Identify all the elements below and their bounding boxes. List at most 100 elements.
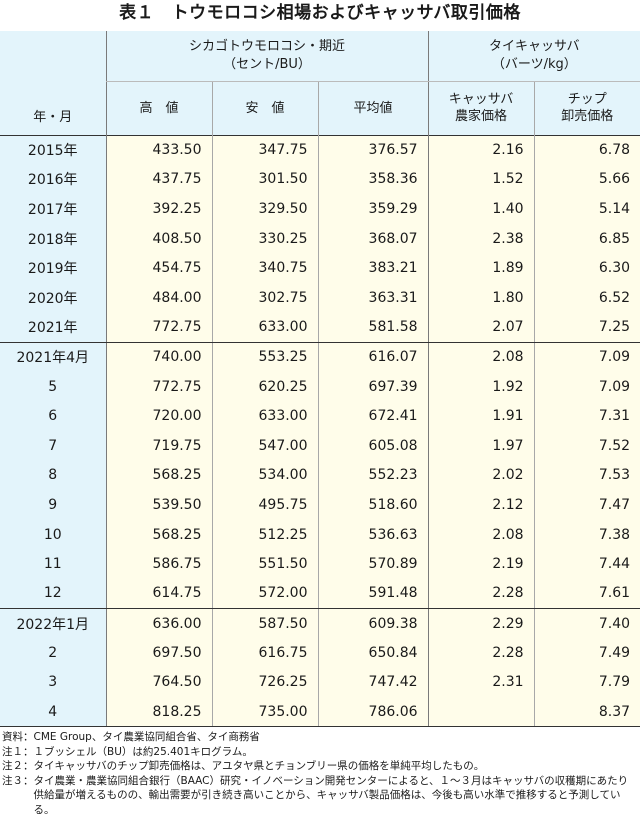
high-cell: 568.25 bbox=[106, 519, 212, 550]
farm-price-cell: 2.28 bbox=[427, 638, 535, 668]
farm-price-header-line2: 農家価格 bbox=[455, 109, 508, 124]
chip-price-cell: 7.09 bbox=[533, 371, 640, 402]
table-row: 2019年 454.75 340.75 383.21 1.89 6.30 bbox=[0, 253, 640, 283]
avg-cell: 368.07 bbox=[317, 223, 429, 254]
row-label: 9 bbox=[0, 490, 107, 520]
row-label: 2021年4月 bbox=[0, 342, 107, 372]
farm-price-cell: 2.31 bbox=[427, 667, 535, 698]
table-title: 表１ トウモロコシ相場およびキャッサバ取引価格 bbox=[119, 3, 521, 23]
farm-price-cell: 2.29 bbox=[427, 608, 535, 639]
farm-price-cell: 2.38 bbox=[427, 223, 535, 254]
table-row: 9 539.50 495.75 518.60 2.12 7.47 bbox=[0, 490, 640, 520]
farm-price-cell: 2.19 bbox=[427, 549, 535, 579]
low-cell: 633.00 bbox=[211, 401, 318, 431]
chip-price-cell: 7.47 bbox=[533, 490, 640, 520]
row-label: 4 bbox=[0, 697, 107, 728]
note-key: 注３： bbox=[2, 774, 34, 787]
avg-cell: 786.06 bbox=[317, 697, 429, 728]
row-label: 8 bbox=[0, 460, 107, 491]
farm-price-cell: 2.08 bbox=[427, 519, 535, 550]
chip-price-cell: 7.40 bbox=[533, 608, 640, 639]
chip-price-cell: 5.66 bbox=[533, 164, 640, 195]
low-cell: 330.25 bbox=[211, 223, 318, 254]
avg-cell: 363.31 bbox=[317, 282, 429, 313]
note-text: タイ農業・農業協同組合銀行（BAAC）研究・イノベーション開発センターによると、… bbox=[33, 774, 629, 816]
row-label: 2021年 bbox=[0, 312, 107, 343]
table-row: 2022年1月 636.00 587.50 609.38 2.29 7.40 bbox=[0, 608, 640, 639]
chip-price-cell: 6.85 bbox=[533, 223, 640, 254]
chip-price-cell: 8.37 bbox=[533, 697, 640, 728]
table-row: 2021年4月 740.00 553.25 616.07 2.08 7.09 bbox=[0, 342, 640, 372]
low-cell: 726.25 bbox=[211, 667, 318, 698]
low-header: 安 値 bbox=[211, 81, 318, 135]
chip-price-cell: 7.38 bbox=[533, 519, 640, 550]
low-cell: 340.75 bbox=[211, 253, 318, 283]
avg-cell: 570.89 bbox=[317, 549, 429, 579]
high-cell: 764.50 bbox=[106, 667, 212, 698]
farm-price-cell: 1.92 bbox=[427, 371, 535, 402]
table-row: 7 719.75 547.00 605.08 1.97 7.52 bbox=[0, 430, 640, 461]
high-cell: 720.00 bbox=[106, 401, 212, 431]
avg-cell: 697.39 bbox=[317, 371, 429, 402]
farm-price-header: キャッサバ 農家価格 bbox=[427, 81, 535, 135]
low-cell: 553.25 bbox=[211, 342, 318, 372]
table-row: 2018年 408.50 330.25 368.07 2.38 6.85 bbox=[0, 223, 640, 254]
row-label: 10 bbox=[0, 519, 107, 550]
chip-price-cell: 7.53 bbox=[533, 460, 640, 491]
cassava-group-title: タイキャッサバ bbox=[489, 38, 580, 54]
row-label: 2019年 bbox=[0, 253, 107, 283]
row-label: 5 bbox=[0, 371, 107, 402]
chip-price-cell: 7.79 bbox=[533, 667, 640, 698]
avg-cell: 591.48 bbox=[317, 578, 429, 609]
low-cell: 512.25 bbox=[211, 519, 318, 550]
avg-cell: 376.57 bbox=[317, 135, 429, 165]
avg-cell: 650.84 bbox=[317, 638, 429, 668]
row-label: 2020年 bbox=[0, 282, 107, 313]
chip-price-cell: 7.09 bbox=[533, 342, 640, 372]
chip-price-cell: 7.31 bbox=[533, 401, 640, 431]
avg-cell: 358.36 bbox=[317, 164, 429, 195]
farm-price-cell: 1.97 bbox=[427, 430, 535, 461]
row-label: 2 bbox=[0, 638, 107, 668]
price-table: 年・月 シカゴトウモロコシ・期近 （セント/BU） タイキャッサバ （バーツ/k… bbox=[0, 31, 640, 728]
high-cell: 772.75 bbox=[106, 371, 212, 402]
row-label: 12 bbox=[0, 578, 107, 609]
avg-header: 平均値 bbox=[317, 81, 429, 135]
low-cell: 551.50 bbox=[211, 549, 318, 579]
note-text: CME Group、タイ農業協同組合省、タイ商務省 bbox=[33, 731, 260, 743]
low-cell: 329.50 bbox=[211, 194, 318, 224]
low-cell: 302.75 bbox=[211, 282, 318, 313]
table-row: 11 586.75 551.50 570.89 2.19 7.44 bbox=[0, 549, 640, 579]
note-text: タイキャッサバのチップ卸売価格は、アユタヤ県とチョンブリー県の価格を単純平均した… bbox=[33, 760, 485, 772]
row-label: 11 bbox=[0, 549, 107, 579]
avg-cell: 605.08 bbox=[317, 430, 429, 461]
note-1: 注１： １ブッシェル（BU）は約25.401キログラム。 bbox=[2, 745, 638, 760]
farm-price-header-line1: キャッサバ bbox=[448, 92, 514, 107]
chip-price-cell: 6.30 bbox=[533, 253, 640, 283]
high-cell: 636.00 bbox=[106, 608, 212, 639]
avg-cell: 616.07 bbox=[317, 342, 429, 372]
avg-cell: 609.38 bbox=[317, 608, 429, 639]
avg-cell: 581.58 bbox=[317, 312, 429, 343]
table-row: 12 614.75 572.00 591.48 2.28 7.61 bbox=[0, 578, 640, 609]
avg-cell: 672.41 bbox=[317, 401, 429, 431]
high-cell: 437.75 bbox=[106, 164, 212, 195]
high-cell: 740.00 bbox=[106, 342, 212, 372]
high-header: 高 値 bbox=[105, 81, 212, 135]
table-row: 8 568.25 534.00 552.23 2.02 7.53 bbox=[0, 460, 640, 491]
avg-cell: 383.21 bbox=[317, 253, 429, 283]
table-row: 10 568.25 512.25 536.63 2.08 7.38 bbox=[0, 519, 640, 550]
chip-price-cell: 7.61 bbox=[533, 578, 640, 609]
row-label: 2015年 bbox=[0, 135, 107, 165]
avg-cell: 536.63 bbox=[317, 519, 429, 550]
chip-price-header-line1: チップ bbox=[567, 92, 607, 107]
row-label: 2016年 bbox=[0, 164, 107, 195]
low-cell: 572.00 bbox=[211, 578, 318, 609]
low-cell: 620.25 bbox=[211, 371, 318, 402]
low-cell: 301.50 bbox=[211, 164, 318, 195]
farm-price-cell bbox=[427, 697, 535, 728]
chip-price-cell: 7.52 bbox=[533, 430, 640, 461]
high-cell: 719.75 bbox=[106, 430, 212, 461]
row-label: 6 bbox=[0, 401, 107, 431]
table-row: 2021年 772.75 633.00 581.58 2.07 7.25 bbox=[0, 312, 640, 343]
